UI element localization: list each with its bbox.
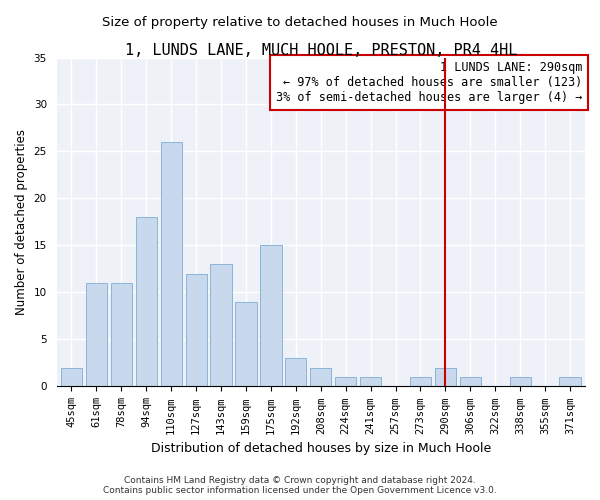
Y-axis label: Number of detached properties: Number of detached properties xyxy=(15,129,28,315)
Bar xyxy=(136,218,157,386)
Bar xyxy=(211,264,232,386)
Text: 1 LUNDS LANE: 290sqm
← 97% of detached houses are smaller (123)
3% of semi-detac: 1 LUNDS LANE: 290sqm ← 97% of detached h… xyxy=(276,61,583,104)
Bar xyxy=(185,274,207,386)
Text: Contains HM Land Registry data © Crown copyright and database right 2024.
Contai: Contains HM Land Registry data © Crown c… xyxy=(103,476,497,495)
Bar xyxy=(410,377,431,386)
Bar xyxy=(435,368,456,386)
Bar xyxy=(509,377,531,386)
X-axis label: Distribution of detached houses by size in Much Hoole: Distribution of detached houses by size … xyxy=(151,442,491,455)
Bar xyxy=(559,377,581,386)
Bar xyxy=(260,246,281,386)
Title: 1, LUNDS LANE, MUCH HOOLE, PRESTON, PR4 4HL: 1, LUNDS LANE, MUCH HOOLE, PRESTON, PR4 … xyxy=(125,42,517,58)
Bar xyxy=(86,283,107,387)
Bar xyxy=(235,302,257,386)
Bar xyxy=(285,358,307,386)
Bar xyxy=(460,377,481,386)
Bar xyxy=(161,142,182,386)
Text: Size of property relative to detached houses in Much Hoole: Size of property relative to detached ho… xyxy=(102,16,498,29)
Bar xyxy=(310,368,331,386)
Bar xyxy=(335,377,356,386)
Bar xyxy=(111,283,132,387)
Bar xyxy=(61,368,82,386)
Bar xyxy=(360,377,381,386)
